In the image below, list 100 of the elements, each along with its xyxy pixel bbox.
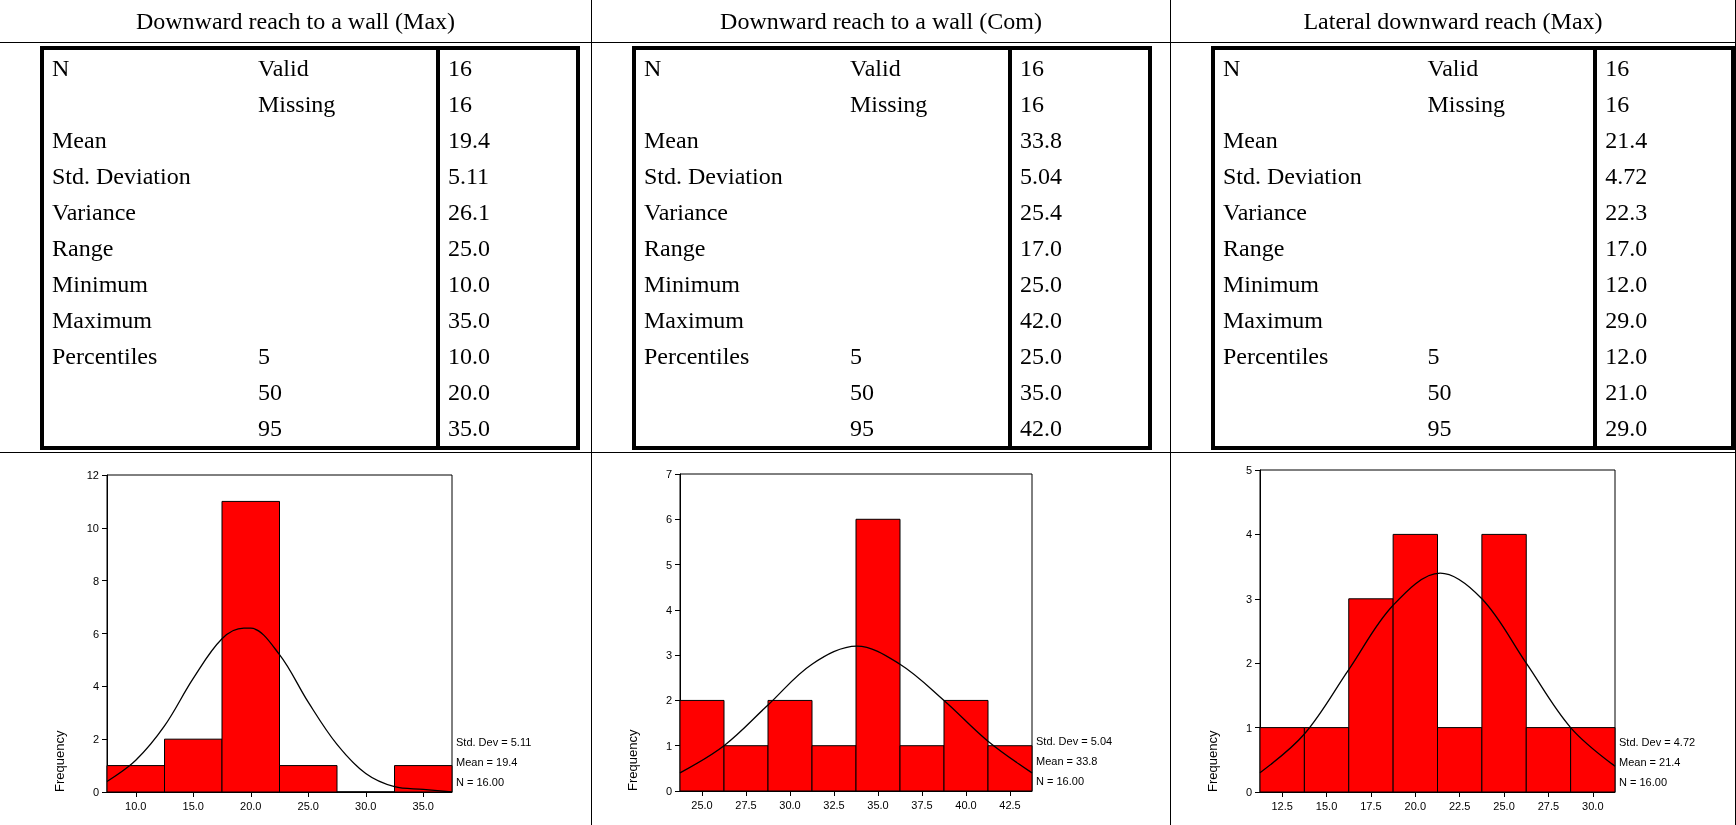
y-tick-label: 4 — [1245, 528, 1252, 541]
text: Variance — [52, 198, 136, 225]
text: 50 — [850, 378, 874, 405]
text: Std. Deviation — [644, 162, 783, 189]
text: Valid — [258, 54, 309, 81]
text: 10.0 — [448, 270, 490, 297]
text: Mean = 19.4 — [456, 755, 518, 768]
text: 29.0 — [1605, 306, 1648, 333]
text: Minimum — [52, 270, 149, 297]
text: Std. Dev = 5.11 — [456, 735, 532, 748]
text: 35.0 — [1020, 378, 1062, 405]
text: 12.0 — [1605, 270, 1648, 297]
x-tick-label: 40.0 — [955, 798, 977, 811]
text: 35.0 — [448, 306, 490, 333]
text: 95 — [258, 414, 282, 441]
text: 12.0 — [1605, 342, 1648, 369]
text: Percentiles — [1223, 342, 1329, 369]
text: Std. Deviation — [52, 162, 191, 189]
y-axis-title: Frequency — [51, 730, 67, 792]
x-tick-label: 15.0 — [182, 799, 204, 812]
text: Missing — [850, 90, 928, 117]
y-tick-label: 5 — [665, 558, 672, 571]
x-tick-label: 32.5 — [823, 798, 845, 811]
y-tick-label: 0 — [1245, 786, 1252, 798]
text: 16 — [1020, 90, 1044, 117]
text: Valid — [1427, 54, 1479, 81]
text: Range — [1223, 234, 1285, 261]
text: N = 16.00 — [456, 775, 505, 788]
text: Mean — [644, 126, 699, 153]
x-tick-label: 37.5 — [911, 798, 933, 811]
y-tick-label: 0 — [92, 786, 99, 798]
text: 17.0 — [1020, 234, 1062, 261]
x-tick-label: 25.0 — [691, 798, 713, 811]
text: 25.0 — [1020, 270, 1062, 297]
y-tick-label: 2 — [1245, 657, 1252, 670]
text: Range — [644, 234, 706, 261]
y-tick-label: 3 — [1245, 592, 1252, 605]
y-tick-label: 1 — [665, 739, 672, 752]
x-tick-label: 20.0 — [1404, 799, 1427, 812]
x-tick-label: 27.5 — [735, 798, 757, 811]
text: Percentiles — [644, 342, 750, 369]
text: Missing — [1427, 90, 1505, 117]
text: 26.1 — [448, 198, 490, 225]
y-tick-label: 2 — [665, 694, 672, 707]
y-tick-label: 5 — [1245, 464, 1252, 476]
y-tick-label: 4 — [665, 603, 672, 616]
text: N — [1223, 54, 1241, 81]
x-tick-label: 17.5 — [1360, 799, 1382, 812]
text: 16 — [448, 54, 472, 81]
text: 19.4 — [448, 126, 490, 153]
text: Mean = 33.8 — [1036, 754, 1098, 767]
text: Maximum — [1223, 306, 1323, 333]
text: Downward reach to a wall (Max) — [0, 0, 591, 43]
y-tick-label: 6 — [92, 627, 99, 640]
text: Downward reach to a wall (Com) — [592, 0, 1170, 43]
x-tick-label: 10.0 — [125, 799, 147, 812]
text: 22.3 — [1605, 198, 1648, 225]
x-tick-label: 25.0 — [297, 799, 319, 812]
x-tick-label: 22.5 — [1448, 799, 1471, 812]
y-axis-title: Frequency — [624, 729, 640, 791]
y-tick-label: 1 — [1245, 721, 1252, 734]
text: 5.04 — [1020, 162, 1062, 189]
text: 42.0 — [1020, 414, 1062, 441]
text: 35.0 — [448, 414, 490, 441]
text: 95 — [850, 414, 874, 441]
y-tick-label: 6 — [665, 513, 672, 526]
text: Std. Dev = 5.04 — [1036, 734, 1113, 747]
text: 5 — [850, 342, 862, 369]
y-tick-label: 7 — [665, 468, 672, 480]
x-tick-label: 35.0 — [867, 798, 889, 811]
text: Missing — [258, 90, 336, 117]
text: Lateral downward reach (Max) — [1171, 0, 1735, 43]
y-tick-label: 3 — [665, 649, 672, 662]
text: 16 — [1020, 54, 1044, 81]
text: 16 — [1605, 54, 1630, 81]
text: 50 — [258, 378, 282, 405]
x-tick-label: 25.0 — [1493, 799, 1515, 812]
text: 5.11 — [448, 162, 490, 189]
text: Std. Dev = 4.72 — [1619, 735, 1696, 748]
text: 16 — [448, 90, 472, 117]
y-tick-label: 0 — [665, 785, 672, 797]
x-tick-label: 30.0 — [779, 798, 801, 811]
text: Std. Deviation — [1223, 162, 1362, 189]
x-tick-label: 35.0 — [412, 799, 434, 812]
text: 16 — [1605, 90, 1630, 117]
text: Maximum — [52, 306, 152, 333]
text: Variance — [1223, 198, 1307, 225]
y-tick-label: 2 — [92, 733, 99, 746]
y-tick-label: 8 — [92, 574, 99, 587]
text: 20.0 — [448, 378, 490, 405]
text: 21.0 — [1605, 378, 1648, 405]
text: N = 16.00 — [1619, 775, 1668, 788]
text: Mean = 21.4 — [1619, 755, 1681, 768]
text: Percentiles — [52, 342, 158, 369]
x-tick-label: 20.0 — [240, 799, 262, 812]
x-tick-label: 30.0 — [1582, 799, 1604, 812]
text: Mean — [1223, 126, 1278, 153]
text: Mean — [52, 126, 107, 153]
text: 50 — [1427, 378, 1452, 405]
text: Range — [52, 234, 114, 261]
